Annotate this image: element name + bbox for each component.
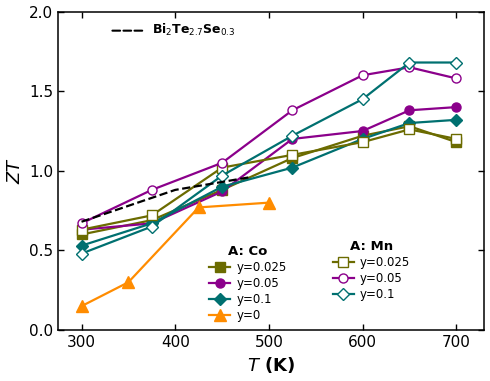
Legend: y=0.025, y=0.05, y=0.1: y=0.025, y=0.05, y=0.1 bbox=[330, 238, 413, 303]
Y-axis label: $ZT$: $ZT$ bbox=[5, 157, 24, 184]
Text: Bi$_2$Te$_{2.7}$Se$_{0.3}$: Bi$_2$Te$_{2.7}$Se$_{0.3}$ bbox=[152, 22, 235, 38]
X-axis label: $T$ (K): $T$ (K) bbox=[247, 355, 295, 375]
